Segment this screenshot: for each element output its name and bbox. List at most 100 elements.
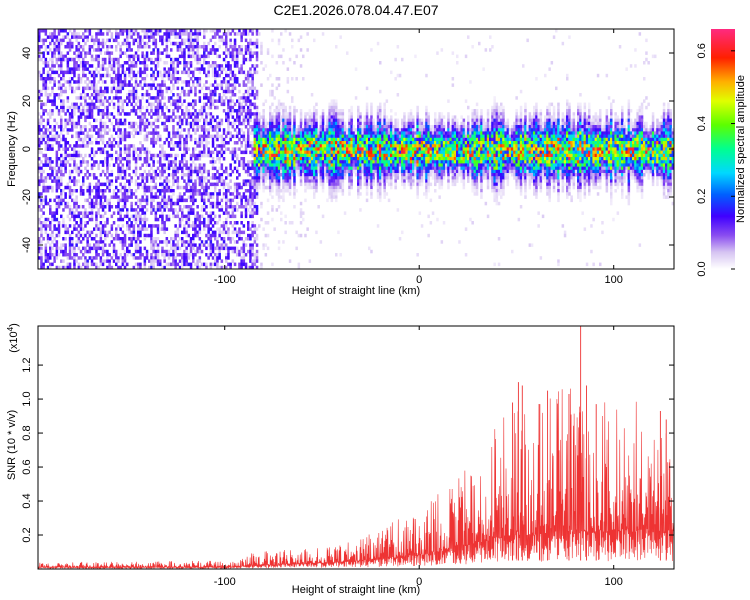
- spectrogram-cell: [260, 265, 263, 269]
- spectrogram-cell: [117, 70, 120, 75]
- spectrogram-cell: [150, 77, 153, 81]
- spectrogram-cell: [192, 41, 195, 46]
- spectrogram-cell: [126, 96, 129, 100]
- spectrogram-cell: [220, 205, 224, 209]
- spectrogram-cell: [77, 134, 81, 139]
- spectrogram-cell: [242, 243, 246, 247]
- spectrogram-cell: [288, 157, 292, 161]
- spectrogram-cell: [297, 169, 301, 174]
- spectrogram-cell: [288, 57, 292, 62]
- spectrogram-cell: [161, 195, 164, 199]
- spectrogram-cell: [152, 83, 155, 87]
- spectrogram-cell: [93, 173, 96, 177]
- spectrogram-cell: [95, 150, 98, 155]
- spectrogram-cell: [57, 134, 61, 139]
- spectrogram-cell: [220, 38, 224, 43]
- spectrogram-cell: [189, 121, 193, 126]
- spectrogram-cell: [183, 224, 186, 228]
- spectrogram-cell: [236, 240, 239, 244]
- spectrogram-cell: [271, 173, 274, 177]
- spectrogram-cell: [148, 233, 151, 238]
- spectrogram-cell: [222, 57, 226, 62]
- spectrogram-cell: [203, 201, 206, 206]
- spectrogram-cell: [242, 70, 246, 75]
- spectrogram-cell: [209, 262, 213, 267]
- spectrogram-cell: [189, 192, 193, 196]
- spectrogram-cell: [211, 61, 215, 65]
- spectrogram-cell: [75, 32, 78, 36]
- spectrogram-cell: [86, 160, 89, 164]
- spectrogram-cell: [293, 109, 296, 113]
- spectrogram-cell: [148, 169, 151, 174]
- spectrogram-cell: [189, 176, 193, 180]
- spectrogram-cell: [165, 35, 169, 39]
- spectrogram-cell: [126, 83, 129, 87]
- spectrogram-cell: [90, 141, 94, 145]
- spectrogram-cell: [101, 246, 105, 251]
- spectrogram-cell: [258, 32, 261, 36]
- spectrogram-cell: [238, 173, 241, 177]
- spectrogram-cell: [220, 80, 224, 84]
- spectrogram-cell: [172, 118, 175, 123]
- spectrogram-cell: [218, 128, 221, 132]
- spectrogram-cell: [119, 198, 122, 203]
- spectrogram-cell: [220, 70, 224, 75]
- spectrogram-cell: [88, 249, 92, 254]
- spectrogram-cell: [150, 185, 153, 190]
- spectrogram-cell: [205, 121, 208, 126]
- spectrogram-cell: [60, 246, 63, 251]
- spectrogram-cell: [159, 51, 162, 55]
- spectrogram-cell: [251, 185, 254, 190]
- spectrogram-cell: [227, 253, 230, 257]
- spectrogram-cell: [126, 227, 129, 231]
- spectrogram-cell: [211, 249, 215, 254]
- spectrogram-cell: [108, 45, 111, 49]
- spectrogram-cell: [134, 73, 138, 78]
- spectrogram-cell: [88, 195, 92, 199]
- spectrogram-cell: [178, 147, 182, 151]
- spectrogram-cell: [71, 115, 74, 119]
- spectrogram-cell: [181, 48, 184, 52]
- spectrogram-cell: [143, 211, 147, 215]
- spectrogram-cell: [143, 67, 147, 71]
- spectrogram-cell: [181, 41, 184, 46]
- spectrogram-cell: [233, 61, 237, 65]
- spectrogram-cell: [79, 64, 83, 68]
- spectrogram-cell: [143, 262, 147, 267]
- spectrogram-cell: [174, 134, 177, 139]
- spectrogram-cell: [90, 163, 94, 167]
- spectrogram-cell: [68, 115, 72, 119]
- spectrogram-cell: [185, 173, 188, 177]
- spectrogram-cell: [321, 118, 325, 123]
- spectrogram-cell: [207, 217, 210, 222]
- spectrogram-cell: [218, 246, 221, 251]
- spectrogram-cell: [321, 131, 325, 135]
- spectrogram-cell: [277, 105, 281, 110]
- spectrogram-cell: [183, 64, 186, 68]
- spectrogram-cell: [200, 221, 204, 225]
- spectrogram-cell: [225, 38, 228, 43]
- spectrogram-cell: [53, 41, 56, 46]
- spectrogram-cell: [255, 259, 259, 263]
- spectrogram-cell: [244, 144, 248, 148]
- spectrogram-cell: [112, 70, 116, 75]
- spectrogram-cell: [154, 195, 158, 199]
- spectrogram-cell: [134, 77, 138, 81]
- spectrogram-cell: [192, 185, 195, 190]
- spectrogram-cell: [176, 77, 180, 81]
- spectrogram-cell: [79, 189, 83, 193]
- spectrogram-cell: [183, 89, 186, 94]
- spectrogram-cell: [321, 179, 325, 183]
- spectrogram-cell: [196, 112, 199, 116]
- spectrogram-cell: [84, 93, 87, 97]
- spectrogram-cell: [196, 41, 199, 46]
- spectrogram-cell: [134, 240, 138, 244]
- spectrogram-cell: [130, 70, 133, 75]
- spectrogram-cell: [40, 253, 43, 257]
- spectrogram-cell: [84, 125, 87, 129]
- spectrogram-cell: [97, 141, 100, 145]
- spectrogram-cell: [57, 233, 61, 238]
- spectrogram-cell: [220, 64, 224, 68]
- spectrogram-cell: [86, 35, 89, 39]
- spectrogram-cell: [198, 246, 202, 251]
